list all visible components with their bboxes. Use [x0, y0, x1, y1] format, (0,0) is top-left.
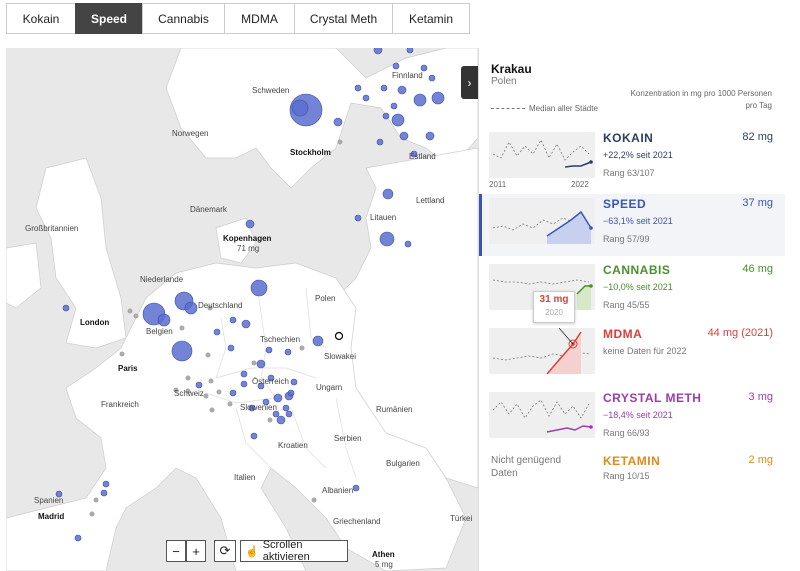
median-dash-icon [491, 108, 525, 109]
label-kopenhagen: Kopenhagen [223, 234, 272, 243]
label-norwegen: Norwegen [172, 129, 209, 138]
panel-toggle-chevron-icon[interactable]: › [461, 66, 478, 99]
chart-tooltip: 31 mg 2020 [533, 291, 575, 323]
label-danemark: Dänemark [190, 205, 227, 214]
tab-speed[interactable]: Speed [75, 3, 142, 34]
zoom-out-button[interactable]: − [166, 540, 186, 562]
map-controls: − + ⟳ ☝ Scrollen aktivieren [166, 539, 348, 563]
label-griechenland: Griechenland [333, 517, 381, 526]
scroll-activate-label: Scrollen aktivieren [262, 539, 310, 563]
drug-name: CANNABIS [603, 263, 671, 277]
label-slowakei: Slowakei [324, 352, 357, 361]
label-grossbritannien: Großbritannien [25, 224, 79, 233]
drug-value: 46 mg [742, 263, 773, 275]
sparkline-kokain [489, 132, 595, 178]
drug-rank: Rang 63/107 [603, 168, 655, 178]
label-serbien: Serbien [334, 434, 362, 443]
year-end-label: 2022 [571, 180, 589, 189]
drug-change: −63,1% seit 2021 [603, 216, 673, 226]
sparkline-speed [489, 198, 595, 244]
label-deutschland: Deutschland [198, 301, 243, 310]
label-italien: Italien [234, 473, 256, 482]
drug-value: 3 mg [748, 391, 773, 403]
label-schweiz: Schweiz [174, 389, 204, 398]
hand-icon: ☝ [245, 545, 259, 558]
drug-change: −18,4% seit 2021 [603, 410, 673, 420]
drug-name: MDMA [603, 327, 643, 341]
median-label: Median aller Städte [529, 104, 598, 113]
label-albanien: Albanien [322, 486, 354, 495]
drug-row-speed[interactable]: SPEED 37 mg −63,1% seit 2021 Rang 57/99 [479, 194, 785, 256]
drug-name: KETAMIN [603, 454, 661, 468]
country-name: Polen [491, 76, 517, 87]
drug-change: +22,2% seit 2021 [603, 150, 673, 160]
drug-name: CRYSTAL METH [603, 391, 702, 405]
drug-row-ketamin[interactable]: KETAMIN 2 mg Rang 10/15 [479, 451, 785, 513]
tab-kokain[interactable]: Kokain [6, 3, 75, 34]
tooltip-year: 2020 [545, 308, 563, 317]
label-schweden: Schweden [252, 86, 290, 95]
drug-rank: Rang 10/15 [603, 471, 650, 481]
tab-cannabis[interactable]: Cannabis [142, 3, 224, 34]
city-name: Krakau [491, 62, 532, 76]
label-rumanien: Rumänien [376, 405, 413, 414]
drug-row-cannabis[interactable]: CANNABIS 46 mg −10,0% seit 2021 Rang 45/… [479, 260, 785, 322]
drug-name: KOKAIN [603, 131, 654, 145]
sparkline-mdma [489, 328, 595, 374]
label-turkei: Türkei [450, 514, 473, 523]
label-estland: Estland [409, 152, 436, 161]
drug-name: SPEED [603, 197, 647, 211]
label-osterreich: Österreich [252, 377, 289, 386]
label-slowenien: Slowenien [240, 403, 277, 412]
drug-rank: Rang 66/93 [603, 428, 650, 438]
label-paris: Paris [118, 364, 138, 373]
city-detail-panel: Krakau Polen Konzentration in mg pro 100… [478, 48, 800, 571]
tab-ketamin[interactable]: Ketamin [392, 3, 470, 34]
drug-value: 44 mg (2021) [707, 327, 773, 339]
year-start-label: 2011 [489, 180, 507, 189]
drug-rank: Rang 45/55 [603, 300, 650, 310]
label-ungarn: Ungarn [316, 383, 343, 392]
label-tschechien: Tschechien [260, 335, 301, 344]
sparkline-crystal-meth [489, 392, 595, 438]
label-spanien: Spanien [34, 496, 64, 505]
median-legend: Median aller Städte [491, 104, 598, 113]
label-finnland: Finnland [392, 71, 423, 80]
drug-value: 37 mg [742, 197, 773, 209]
drug-tabs: Kokain Speed Cannabis MDMA Crystal Meth … [6, 3, 470, 34]
drug-row-crystal-meth[interactable]: CRYSTAL METH 3 mg −18,4% seit 2021 Rang … [479, 388, 785, 450]
label-kopenhagen-value: 71 mg [237, 244, 260, 253]
label-litauen: Litauen [370, 213, 397, 222]
label-bulgarien: Bulgarien [386, 459, 420, 468]
label-belgien: Belgien [146, 327, 173, 336]
drug-change: keine Daten für 2022 [603, 346, 687, 356]
drug-change: −10,0% seit 2021 [603, 282, 673, 292]
label-london: London [80, 318, 110, 327]
label-kroatien: Kroatien [278, 441, 308, 450]
label-frankreich: Frankreich [101, 400, 139, 409]
label-polen: Polen [315, 294, 336, 303]
drug-value: 82 mg [742, 131, 773, 143]
zoom-in-button[interactable]: + [186, 540, 206, 562]
drug-value: 2 mg [748, 454, 773, 466]
tab-crystal-meth[interactable]: Crystal Meth [294, 3, 392, 34]
concentration-unit: Konzentration in mg pro 1000 Personen pr… [630, 89, 772, 110]
label-niederlande: Niederlande [140, 275, 184, 284]
tab-mdma[interactable]: MDMA [224, 3, 294, 34]
drug-row-kokain[interactable]: 2011 2022 KOKAIN 82 mg +22,2% seit 2021 … [479, 128, 785, 190]
tooltip-value: 31 mg [539, 294, 569, 305]
map-land [6, 48, 478, 571]
drug-rank: Rang 57/99 [603, 234, 650, 244]
reset-icon[interactable]: ⟳ [214, 540, 236, 562]
label-stockholm: Stockholm [290, 148, 331, 157]
not-enough-data-note: Nicht genügend Daten [491, 455, 562, 479]
label-athen: Athen [372, 550, 395, 559]
label-madrid: Madrid [38, 512, 65, 521]
europe-map[interactable]: Finnland Schweden Norwegen Stockholm Est… [6, 48, 478, 571]
drug-row-mdma[interactable]: MDMA 44 mg (2021) keine Daten für 2022 [479, 324, 785, 386]
scroll-activate-button[interactable]: ☝ Scrollen aktivieren [240, 539, 348, 563]
label-athen-value: 5 mg [375, 560, 393, 569]
label-lettland: Lettland [416, 196, 445, 205]
